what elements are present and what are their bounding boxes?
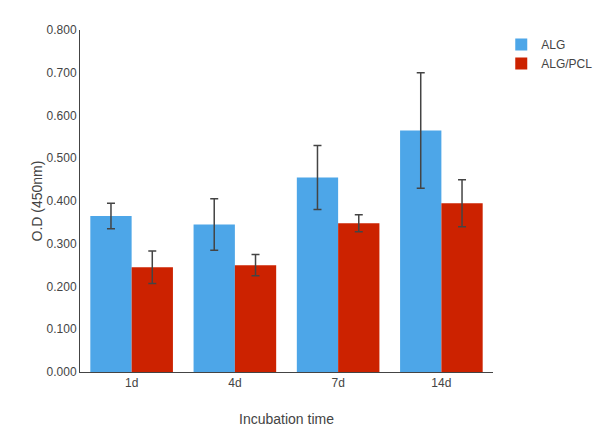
svg-text:ALG: ALG <box>541 38 565 52</box>
svg-text:0.800: 0.800 <box>47 23 77 37</box>
svg-text:ALG/PCL: ALG/PCL <box>541 57 592 71</box>
svg-text:4d: 4d <box>228 376 241 390</box>
svg-text:0.100: 0.100 <box>47 322 77 336</box>
svg-text:0.200: 0.200 <box>47 280 77 294</box>
svg-text:0.300: 0.300 <box>47 237 77 251</box>
svg-text:0.400: 0.400 <box>47 194 77 208</box>
svg-text:0.600: 0.600 <box>47 109 77 123</box>
svg-text:14d: 14d <box>431 376 451 390</box>
svg-text:7d: 7d <box>331 376 344 390</box>
svg-text:Incubation time: Incubation time <box>239 411 334 427</box>
svg-text:0.700: 0.700 <box>47 66 77 80</box>
svg-text:O.D (450nm): O.D (450nm) <box>29 161 45 242</box>
svg-text:1d: 1d <box>125 376 138 390</box>
svg-text:0.000: 0.000 <box>47 365 77 379</box>
svg-text:0.500: 0.500 <box>47 151 77 165</box>
